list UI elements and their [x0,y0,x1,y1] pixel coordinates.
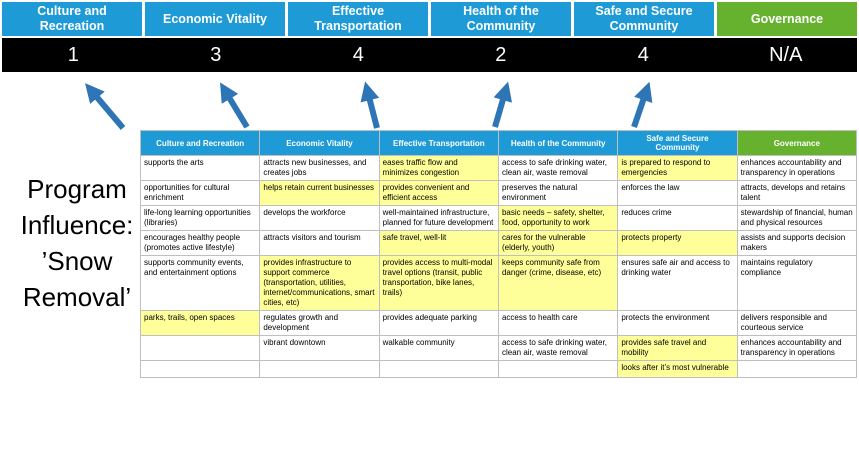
table-cell: regulates growth and development [259,310,380,337]
table-cell: helps retain current businesses [259,180,380,207]
category-box-safe-and-secure-community: Safe and Secure Community [574,2,714,36]
score-band: 1 3 4 2 4 N/A [2,38,857,72]
table-cell: assists and supports decision makers [736,230,858,257]
table-header-effective-transportation: Effective Transportation [378,129,499,157]
table-row: opportunities for cultural enrichment hel… [139,180,858,207]
up-arrow-icon [631,81,653,128]
table-cell: parks, trails, open spaces [139,310,261,337]
table-header-economic-vitality: Economic Vitality [259,129,380,157]
table-cell: basic needs – safety, shelter, food, opp… [497,205,619,232]
table-cell: enhances accountability and transparency… [736,155,858,182]
table-cell: preserves the natural environment [497,180,619,207]
table-cell [139,335,261,362]
table-cell [497,360,619,379]
up-arrow-icon [492,81,513,128]
table-header-governance: Governance [736,129,858,157]
table-cell: cares for the vulnerable (elderly, youth… [497,230,619,257]
table-row: parks, trails, open spaces regulates grow… [139,310,858,337]
table-row: supports community events, and entertain… [139,255,858,312]
table-cell: provides access to multi-modal travel op… [378,255,499,312]
table-cell [378,360,499,379]
table-cell: attracts visitors and tourism [259,230,380,257]
category-box-governance: Governance [717,2,857,36]
category-box-culture-and-recreation: Culture and Recreation [2,2,142,36]
table-cell: enforces the law [617,180,738,207]
program-title: Program Influence: ’Snow Removal’ [20,174,134,312]
category-header-row: Culture and Recreation Economic Vitality E… [2,2,857,36]
table-cell: stewardship of financial, human and phys… [736,205,858,232]
table-cell: provides infrastructure to support comme… [259,255,380,312]
table-cell: encourages healthy people (promotes acti… [139,230,261,257]
table-cell [139,360,261,379]
table-cell: is prepared to respond to emergencies [617,155,738,182]
table-cell: protects the environment [617,310,738,337]
table-row: looks after it’s most vulnerable [139,360,858,379]
table-cell: supports the arts [139,155,261,182]
table-cell: keeps community safe from danger (crime,… [497,255,619,312]
table-cell: opportunities for cultural enrichment [139,180,261,207]
table-cell [259,360,380,379]
score-value-governance: N/A [769,43,803,66]
category-box-economic-vitality: Economic Vitality [145,2,285,36]
up-arrow-icon [85,83,126,130]
table-cell: safe travel, well-lit [378,230,499,257]
table-cell: access to safe drinking water, clean air… [497,335,619,362]
table-row: vibrant downtown walkable community access… [139,335,858,362]
table-cell: provides adequate parking [378,310,499,337]
table-cell: provides convenient and efficient access [378,180,499,207]
table-header-row: Culture and Recreation Economic Vitality E… [139,129,858,157]
table-cell: maintains regulatory compliance [736,255,858,312]
table-cell: well-maintained infrastructure, planned … [378,205,499,232]
table-cell: vibrant downtown [259,335,380,362]
table-cell: provides safe travel and mobility [617,335,738,362]
table-row: supports the arts attracts new businesses… [139,155,858,182]
score-value-culture-and-recreation: 1 [67,43,79,66]
table-header-health-of-the-community: Health of the Community [497,129,619,157]
table-cell: eases traffic flow and minimizes congest… [378,155,499,182]
table-cell: protects property [617,230,738,257]
table-cell [736,360,858,379]
table-header-safe-and-secure-community: Safe and Secure Community [617,129,738,157]
arrows-layer [85,81,653,130]
table-row: life-long learning opportunities (librar… [139,205,858,232]
table-cell: develops the workforce [259,205,380,232]
table-cell: reduces crime [617,205,738,232]
table-cell: delivers responsible and courteous servi… [736,310,858,337]
score-value-safe-and-secure-community: 4 [637,43,649,66]
table-cell: supports community events, and entertain… [139,255,261,312]
score-value-economic-vitality: 3 [210,43,222,66]
table-header-culture-and-recreation: Culture and Recreation [139,129,261,157]
table-cell: walkable community [378,335,499,362]
score-value-effective-transportation: 4 [352,43,364,66]
table-cell: enhances accountability and transparency… [736,335,858,362]
table-cell: attracts, develops and retains talent [736,180,858,207]
up-arrow-icon [360,81,380,129]
table-row: encourages healthy people (promotes acti… [139,230,858,257]
table-cell: access to health care [497,310,619,337]
table-cell: ensures safe air and access to drinking … [617,255,738,312]
table-cell: attracts new businesses, and creates job… [259,155,380,182]
category-box-health-of-the-community: Health of the Community [431,2,571,36]
table-cell: looks after it’s most vulnerable [617,360,738,379]
influence-table: Culture and Recreation Economic Vitality E… [139,129,858,379]
up-arrow-icon [220,82,250,129]
table-cell: access to safe drinking water, clean air… [497,155,619,182]
score-value-health-of-the-community: 2 [495,43,507,66]
table-cell: life-long learning opportunities (librar… [139,205,261,232]
category-box-effective-transportation: Effective Transportation [288,2,428,36]
